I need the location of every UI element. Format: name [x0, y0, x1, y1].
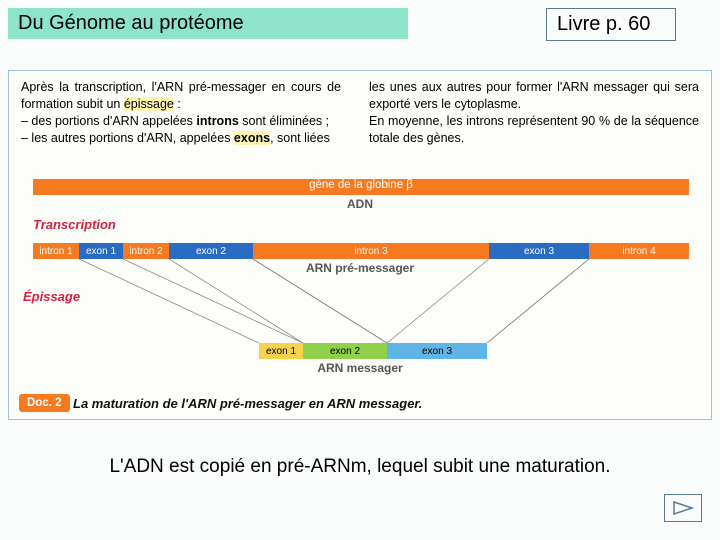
mrna-exon-segment: exon 3 [387, 343, 487, 359]
exon-segment: exon 2 [169, 243, 253, 259]
paragraph-left: Après la transcription, l'ARN pré-messag… [21, 79, 341, 147]
slide-title: Du Génome au protéome [8, 8, 408, 39]
pre-mrna-row: intron 1exon 1intron 2exon 2intron 3exon… [33, 243, 689, 259]
intron-segment: intron 2 [123, 243, 169, 259]
footer-text: L'ADN est copié en pré-ARNm, lequel subi… [90, 455, 630, 480]
intron-segment: intron 3 [253, 243, 489, 259]
intron-segment: intron 4 [589, 243, 689, 259]
mrna-label: ARN messager [317, 361, 402, 375]
page-reference: Livre p. 60 [546, 8, 676, 41]
doc-tag: Doc. 2 [19, 394, 70, 412]
doc-caption: La maturation de l'ARN pré-messager en A… [73, 396, 422, 411]
transcription-label: Transcription [33, 217, 116, 232]
intron-segment: intron 1 [33, 243, 79, 259]
gene-bar: gène de la globine β [33, 179, 689, 195]
triangle-right-icon [672, 500, 694, 516]
gene-bar-label: gène de la globine β [309, 179, 413, 191]
exon-segment: exon 1 [79, 243, 123, 259]
next-slide-button[interactable] [664, 494, 702, 522]
diagram-container: Après la transcription, l'ARN pré-messag… [8, 70, 712, 420]
paragraph-right: les unes aux autres pour former l'ARN me… [369, 79, 699, 147]
mrna-exon-segment: exon 1 [259, 343, 303, 359]
splicing-label: Épissage [23, 289, 80, 304]
pre-mrna-label: ARN pré-messager [306, 261, 414, 275]
mrna-row: exon 1exon 2exon 3 [259, 343, 487, 359]
exon-segment: exon 3 [489, 243, 589, 259]
mrna-exon-segment: exon 2 [303, 343, 387, 359]
adn-label: ADN [347, 197, 373, 211]
